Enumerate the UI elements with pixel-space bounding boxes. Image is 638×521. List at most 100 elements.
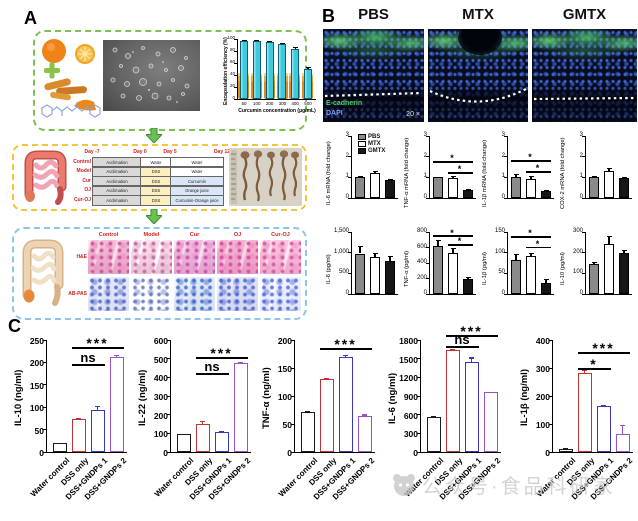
y-tick xyxy=(43,384,47,386)
error-bar-cap xyxy=(563,448,568,450)
y-tick-label: 0 xyxy=(345,290,349,296)
error-bar-cap xyxy=(362,414,367,416)
y-tick xyxy=(549,423,553,425)
significance-label: *** xyxy=(334,335,357,352)
error-bar-cap xyxy=(528,176,534,178)
bar xyxy=(589,264,599,294)
y-tick-label: 150 xyxy=(277,364,292,374)
y-tick-label: 400 xyxy=(416,259,427,265)
y-tick xyxy=(234,98,238,100)
error-bar-cap xyxy=(513,174,519,176)
error-bar-cap xyxy=(305,410,310,412)
y-tick xyxy=(417,376,421,378)
y-tick xyxy=(504,135,508,137)
error-bar-cap xyxy=(435,176,441,178)
significance-line xyxy=(319,347,372,350)
error-bar xyxy=(621,425,624,435)
y-tick xyxy=(426,176,430,178)
watermark-text: 公众号·食品科研家 xyxy=(422,476,616,498)
ulcer-crater xyxy=(458,29,502,55)
error-bar xyxy=(608,235,610,245)
bar xyxy=(604,171,614,198)
orange-turmeric-illustration xyxy=(41,39,101,118)
y-tick-label: 50 xyxy=(282,420,292,430)
legend-item: MTX xyxy=(358,141,385,147)
significance-label: * xyxy=(535,163,542,174)
bar xyxy=(445,349,460,452)
plot-area: 0 50 100 150 200 *** Water control DSS only DSS+… xyxy=(276,336,376,502)
y-tick xyxy=(549,451,553,453)
y-tick-label: 1 xyxy=(579,173,583,180)
y-tick-label: 200 xyxy=(29,358,44,369)
y-tick xyxy=(234,38,238,40)
plot-area: 0 100 200 300 400 *** * Water control DSS only DS… xyxy=(534,336,634,502)
error-bar-cap xyxy=(591,175,597,177)
bar xyxy=(483,392,498,452)
timeline-phase-cell: DSS xyxy=(140,195,172,206)
fluorescence-image-gmtx xyxy=(532,29,637,122)
condition-header-gmtx: GMTX xyxy=(562,6,607,23)
y-tick-label: 60 xyxy=(229,59,235,64)
experiment-timeline-table: Day -7 Day 0 Day 5 Day 12 Control Acclimation… xyxy=(72,149,230,206)
y-tick xyxy=(348,231,352,233)
error-bar xyxy=(530,253,532,256)
error-bar-cap xyxy=(469,357,474,359)
chart-il10-protein: IL-10 (pg/ml) 0 100 200 300 xyxy=(559,226,637,320)
legend-swatch xyxy=(358,148,366,154)
bar xyxy=(558,449,573,452)
y-tick-label: 1500 xyxy=(399,354,418,365)
y-tick-label: 20 xyxy=(229,83,235,88)
y-tick xyxy=(291,451,295,453)
timeline-group-label: Control xyxy=(73,158,91,165)
y-axis-label: IL-10 (ng/ml) xyxy=(13,369,24,427)
bar xyxy=(370,173,380,198)
colon-specimen-photo xyxy=(229,148,302,206)
bar xyxy=(596,406,611,452)
y-tick-label: 0 xyxy=(423,290,427,296)
chart-il6-mrna: IL-6 mRNA (fold change) 0 1 2 3 PBS MTX GMTX xyxy=(325,130,403,224)
animal-experiment-box: Day -7 Day 0 Day 5 Day 12 Control Acclimation… xyxy=(12,144,307,211)
significance-line xyxy=(511,236,551,238)
bar xyxy=(233,363,248,452)
y-tick-label: 0 xyxy=(163,448,168,458)
intestine-diagram-pale xyxy=(22,239,64,306)
y-tick-label: 0 xyxy=(501,194,505,200)
x-category-label: 100 xyxy=(253,101,261,106)
panel-b-label: B xyxy=(322,6,335,26)
encapsulation-efficiency-chart: Encapsulation efficiency (%) 0 20 40 60 80 100… xyxy=(221,35,319,127)
bar xyxy=(195,424,210,452)
plot-area: 0 500 1,000 1,500 xyxy=(334,228,398,296)
y-tick xyxy=(167,395,171,397)
y-tick-label: 300 xyxy=(572,228,583,234)
error-bar xyxy=(359,245,361,254)
error-bar-cap xyxy=(357,175,363,177)
x-category-label: 50 xyxy=(241,101,247,106)
error-bar xyxy=(201,421,204,425)
y-tick xyxy=(582,135,586,137)
plot-area: 0 1 2 3 xyxy=(580,132,632,200)
y-tick xyxy=(43,406,47,408)
bar xyxy=(463,189,473,198)
histology-column-header: Model xyxy=(143,232,160,238)
condition-header-pbs: PBS xyxy=(358,6,389,23)
y-tick xyxy=(348,293,352,295)
panel-c-label: C xyxy=(8,316,21,336)
y-tick-label: 200 xyxy=(277,336,292,346)
y-tick-label: 400 xyxy=(153,373,168,384)
error-bar-cap xyxy=(181,433,186,435)
timeline-group-label: Cur-OJ xyxy=(74,196,91,203)
y-tick xyxy=(167,414,171,416)
error-bar-cap xyxy=(513,254,519,256)
y-tick xyxy=(417,358,421,360)
stain-label-ecadherin: E-cadherin xyxy=(326,100,363,107)
y-tick xyxy=(549,367,553,369)
y-tick-label: 900 xyxy=(403,392,418,402)
y-tick-label: 150 xyxy=(494,228,505,234)
panel-a-label: A xyxy=(24,8,37,28)
y-tick xyxy=(426,231,430,233)
chart-il1b-protein: IL-1β (pg/ml) 0 50 100 150 * * xyxy=(481,226,559,320)
significance-label: ns xyxy=(204,359,220,375)
y-tick xyxy=(167,451,171,453)
y-tick xyxy=(348,176,352,178)
y-tick xyxy=(43,451,47,453)
